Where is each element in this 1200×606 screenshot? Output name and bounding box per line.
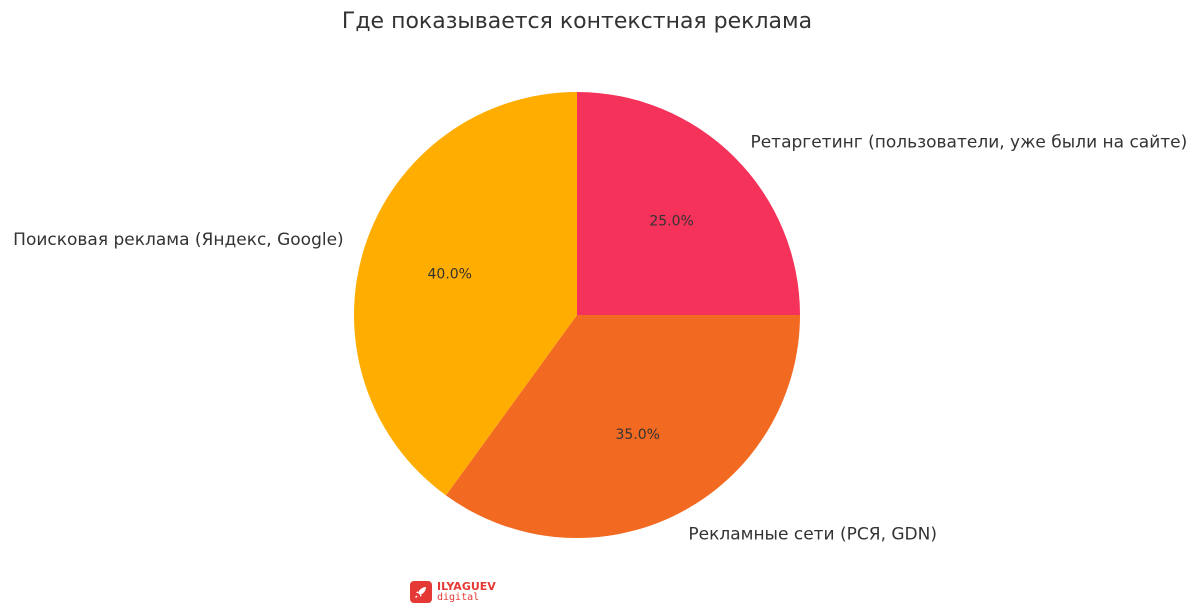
brand-logo: ILYAGUEV digital: [410, 579, 520, 605]
pie-slices: [354, 92, 800, 538]
chart-title: Где показывается контекстная реклама: [342, 9, 812, 34]
pie-slice-2: [354, 92, 577, 496]
pie-pct-label-0: 25.0%: [649, 213, 693, 229]
pie-slice-1: [445, 315, 800, 538]
pie-labels: 25.0% Ретаргетинг (пользователи, уже были…: [13, 133, 1187, 545]
pie-pct-label-2: 40.0%: [428, 267, 472, 283]
logo-sub: digital: [437, 592, 480, 603]
pie-slice-label-1: Рекламные сети (РСЯ, GDN): [688, 525, 937, 545]
pie-slice-label-0: Ретаргетинг (пользователи, уже были на с…: [750, 133, 1187, 153]
pie-slice-label-2: Поисковая реклама (Яндекс, Google): [13, 230, 344, 250]
pie-slice-0: [577, 92, 800, 315]
logo-name: ILYAGUEV: [437, 580, 496, 593]
pie-pct-label-1: 35.0%: [616, 427, 660, 443]
rocket-icon: [410, 581, 432, 603]
